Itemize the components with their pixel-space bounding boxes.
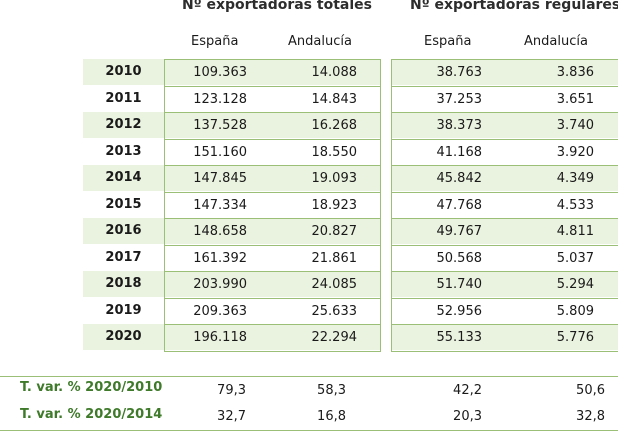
table-row-totales: 147.334 18.923 (165, 191, 380, 218)
table-row-totales: 203.990 24.085 (165, 271, 380, 297)
year-label: 2018 (83, 271, 164, 298)
year-label: 2011 (83, 86, 164, 113)
table-row-regulares: 55.133 5.776 (392, 324, 618, 350)
cell-andalucia-regulares: 5.776 (556, 330, 594, 345)
table-row-regulares: 49.767 4.811 (392, 218, 618, 244)
year-label: 2017 (83, 245, 164, 272)
table-row-totales: 147.845 19.093 (165, 165, 380, 191)
table-row-regulares: 38.373 3.740 (392, 112, 618, 138)
year-label: 2016 (83, 218, 164, 245)
table-row-totales: 148.658 20.827 (165, 218, 380, 244)
var-2010-totales-andalucia: 58,3 (317, 383, 346, 398)
cell-andalucia-totales: 20.827 (311, 224, 358, 239)
cell-espana-regulares: 50.568 (436, 250, 483, 266)
table-row-regulares: 37.253 3.651 (392, 85, 618, 112)
cell-espana-totales: 109.363 (193, 65, 247, 80)
cell-espana-totales: 151.160 (193, 144, 247, 160)
cell-andalucia-totales: 22.294 (311, 330, 358, 345)
cell-andalucia-regulares: 5.294 (556, 277, 594, 292)
table-row-totales: 196.118 22.294 (165, 324, 380, 350)
cell-espana-regulares: 55.133 (436, 330, 483, 345)
year-label: 2019 (83, 298, 164, 325)
table-row-regulares: 38.763 3.836 (392, 59, 618, 85)
table-row-totales: 137.528 16.268 (165, 112, 380, 138)
table-row-regulares: 41.168 3.920 (392, 138, 618, 165)
var-2014-regulares-espana: 20,3 (453, 409, 482, 424)
var-2010-totales-espana: 79,3 (217, 383, 246, 398)
header-exportadoras-totales: Nº exportadoras totales (182, 0, 372, 13)
variation-label-2020-2014: T. var. % 2020/2014 (20, 407, 163, 422)
table-row-regulares: 45.842 4.349 (392, 165, 618, 191)
cell-andalucia-regulares: 3.836 (556, 65, 594, 80)
table-row-totales: 123.128 14.843 (165, 85, 380, 112)
table-row-regulares: 52.956 5.809 (392, 297, 618, 324)
cell-espana-regulares: 51.740 (436, 277, 483, 292)
cell-andalucia-totales: 25.633 (311, 303, 358, 319)
cell-andalucia-regulares: 3.740 (556, 118, 594, 133)
cell-andalucia-regulares: 3.651 (556, 91, 594, 107)
year-label: 2015 (83, 192, 164, 219)
cell-espana-totales: 147.334 (193, 197, 247, 213)
var-2010-regulares-espana: 42,2 (453, 383, 482, 398)
cell-espana-totales: 148.658 (193, 224, 247, 239)
cell-espana-totales: 196.118 (193, 330, 247, 345)
subheader-espana-regulares: España (424, 34, 472, 49)
cell-espana-regulares: 45.842 (436, 171, 483, 186)
cell-espana-regulares: 41.168 (436, 144, 483, 160)
cell-andalucia-totales: 21.861 (311, 250, 358, 266)
cell-espana-totales: 161.392 (193, 250, 247, 266)
cell-espana-totales: 209.363 (193, 303, 247, 319)
cell-andalucia-totales: 14.843 (311, 91, 358, 107)
variation-top-divider (0, 376, 618, 377)
cell-espana-totales: 123.128 (193, 91, 247, 107)
cell-andalucia-totales: 24.085 (311, 277, 358, 292)
subheader-andalucia-totales: Andalucía (288, 34, 352, 49)
cell-espana-regulares: 49.767 (436, 224, 483, 239)
cell-espana-totales: 137.528 (193, 118, 247, 133)
cell-andalucia-regulares: 4.533 (556, 197, 594, 213)
var-2014-regulares-andalucia: 32,8 (576, 409, 605, 424)
year-label: 2012 (83, 112, 164, 139)
panel-exportadoras-totales: 109.363 14.088 123.128 14.843 137.528 16.268 1… (164, 59, 381, 352)
year-label: 2010 (83, 59, 164, 86)
cell-andalucia-regulares: 4.349 (556, 171, 594, 186)
var-2014-totales-espana: 32,7 (217, 409, 246, 424)
header-exportadoras-regulares: Nº exportadoras regulares (410, 0, 618, 13)
cell-andalucia-regulares: 5.037 (556, 250, 594, 266)
cell-espana-totales: 147.845 (193, 171, 247, 186)
panel-exportadoras-regulares: 38.763 3.836 37.253 3.651 38.373 3.740 41.168 3… (391, 59, 618, 352)
year-label: 2020 (83, 324, 164, 351)
cell-andalucia-totales: 18.550 (311, 144, 358, 160)
cell-andalucia-regulares: 5.809 (556, 303, 594, 319)
table-row-totales: 109.363 14.088 (165, 59, 380, 85)
year-label: 2013 (83, 139, 164, 166)
table-row-totales: 209.363 25.633 (165, 297, 380, 324)
cell-espana-totales: 203.990 (193, 277, 247, 292)
cell-andalucia-totales: 18.923 (311, 197, 358, 213)
cell-andalucia-regulares: 4.811 (556, 224, 594, 239)
subheader-andalucia-regulares: Andalucía (524, 34, 588, 49)
table-row-regulares: 51.740 5.294 (392, 271, 618, 297)
var-2010-regulares-andalucia: 50,6 (576, 383, 605, 398)
variation-label-2020-2010: T. var. % 2020/2010 (20, 380, 163, 395)
cell-espana-regulares: 37.253 (436, 91, 483, 107)
cell-andalucia-totales: 19.093 (311, 171, 358, 186)
cell-andalucia-regulares: 3.920 (556, 144, 594, 160)
cell-espana-regulares: 52.956 (436, 303, 483, 319)
table-row-regulares: 50.568 5.037 (392, 244, 618, 271)
cell-andalucia-totales: 14.088 (311, 65, 358, 80)
cell-espana-regulares: 38.373 (436, 118, 483, 133)
var-2014-totales-andalucia: 16,8 (317, 409, 346, 424)
cell-andalucia-totales: 16.268 (311, 118, 358, 133)
year-label: 2014 (83, 165, 164, 192)
table-row-regulares: 47.768 4.533 (392, 191, 618, 218)
table-row-totales: 151.160 18.550 (165, 138, 380, 165)
table-row-totales: 161.392 21.861 (165, 244, 380, 271)
cell-espana-regulares: 38.763 (436, 65, 483, 80)
cell-espana-regulares: 47.768 (436, 197, 483, 213)
variation-bottom-divider (0, 430, 618, 431)
subheader-espana-totales: España (191, 34, 239, 49)
